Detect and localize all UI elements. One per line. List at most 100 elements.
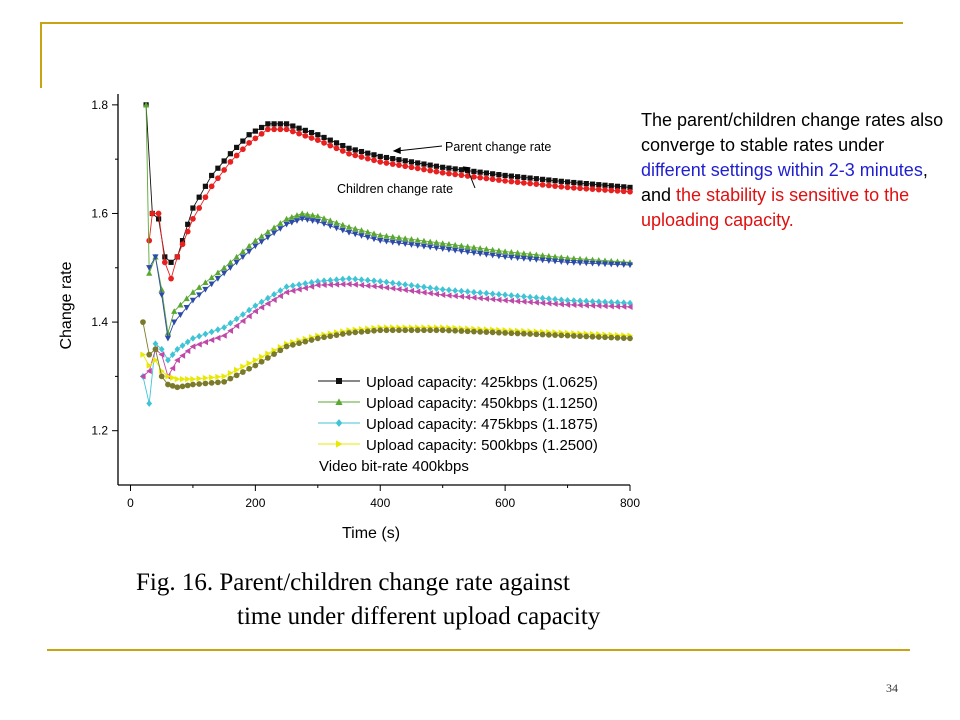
data-point xyxy=(296,125,302,131)
data-point xyxy=(183,295,190,302)
data-point xyxy=(383,160,390,166)
data-point xyxy=(370,230,378,237)
data-point xyxy=(304,211,311,217)
data-point xyxy=(302,280,309,287)
data-point xyxy=(252,135,259,142)
data-point xyxy=(583,297,590,305)
data-point xyxy=(377,232,384,238)
data-point xyxy=(196,205,203,211)
x-tick-label: 400 xyxy=(370,496,390,510)
chart-annotations: Parent change rate Children change rate xyxy=(337,140,551,196)
data-point xyxy=(345,229,353,236)
data-point xyxy=(489,296,496,303)
data-point xyxy=(315,132,321,138)
data-point xyxy=(358,154,365,160)
data-point xyxy=(589,302,596,309)
data-point xyxy=(514,292,521,300)
data-point xyxy=(489,252,496,259)
data-point xyxy=(246,140,252,146)
data-point xyxy=(583,260,590,267)
data-point xyxy=(277,220,284,226)
data-point xyxy=(371,277,377,285)
data-point xyxy=(502,297,508,304)
data-point xyxy=(515,174,521,180)
data-point xyxy=(383,327,390,334)
data-point xyxy=(233,372,240,379)
data-point xyxy=(308,129,315,136)
data-point xyxy=(233,315,240,323)
data-point xyxy=(364,328,371,335)
data-point xyxy=(389,239,396,246)
data-point xyxy=(415,160,421,166)
data-point xyxy=(614,334,621,341)
data-point xyxy=(483,170,489,176)
data-point xyxy=(308,337,315,343)
data-point xyxy=(146,400,153,407)
data-point xyxy=(308,135,315,141)
data-point xyxy=(564,332,571,339)
data-point xyxy=(389,233,396,240)
data-point xyxy=(445,241,453,247)
data-point xyxy=(233,253,240,260)
data-point xyxy=(577,185,583,192)
data-point xyxy=(364,228,371,235)
data-point xyxy=(271,121,277,127)
data-point xyxy=(520,298,527,305)
data-point xyxy=(170,374,176,381)
data-point xyxy=(470,294,477,301)
data-point xyxy=(252,302,259,310)
data-point xyxy=(489,290,496,298)
data-point xyxy=(240,138,246,144)
data-point xyxy=(277,126,284,133)
data-point xyxy=(576,260,584,267)
data-point xyxy=(221,378,228,385)
data-point xyxy=(314,277,321,285)
legend-label: Upload capacity: 450kbps (1.1250) xyxy=(366,395,598,412)
data-point xyxy=(551,253,559,260)
data-point xyxy=(171,308,178,314)
data-point xyxy=(608,187,615,194)
data-point xyxy=(496,177,502,183)
data-point xyxy=(483,245,490,252)
data-point xyxy=(396,162,402,169)
data-point xyxy=(502,291,508,299)
data-point xyxy=(564,254,571,261)
data-point xyxy=(196,375,203,382)
data-point xyxy=(608,334,615,341)
data-point xyxy=(439,286,446,293)
data-point xyxy=(177,312,184,318)
data-point xyxy=(179,241,186,248)
data-point xyxy=(364,282,371,289)
data-point xyxy=(495,296,502,303)
data-point xyxy=(158,292,165,299)
data-point xyxy=(389,327,396,334)
data-point xyxy=(314,213,321,219)
data-point xyxy=(264,294,271,302)
data-point xyxy=(427,284,434,292)
data-point xyxy=(452,327,459,334)
side-text-part1: The parent/children change rates also co… xyxy=(641,110,944,155)
data-point xyxy=(309,218,316,224)
caption-line1: Fig. 16. Parent/children change rate aga… xyxy=(136,569,570,596)
data-point xyxy=(377,159,384,165)
data-point xyxy=(589,181,596,187)
legend-label: Upload capacity: 425kbps (1.0625) xyxy=(366,374,598,391)
data-point xyxy=(439,291,446,299)
data-point xyxy=(340,142,346,149)
data-point xyxy=(464,173,471,179)
data-point xyxy=(299,210,306,217)
y-tick-label: 1.2 xyxy=(91,424,108,438)
data-point xyxy=(158,351,165,358)
data-point xyxy=(546,177,552,183)
data-point xyxy=(452,287,459,294)
data-point xyxy=(333,281,340,288)
data-point xyxy=(289,282,296,290)
data-point xyxy=(149,210,156,217)
data-point xyxy=(208,328,215,336)
data-point xyxy=(539,176,546,182)
data-point xyxy=(551,300,558,307)
data-point xyxy=(215,379,221,386)
data-point xyxy=(483,329,490,335)
data-point xyxy=(583,256,590,262)
data-point xyxy=(533,331,540,338)
